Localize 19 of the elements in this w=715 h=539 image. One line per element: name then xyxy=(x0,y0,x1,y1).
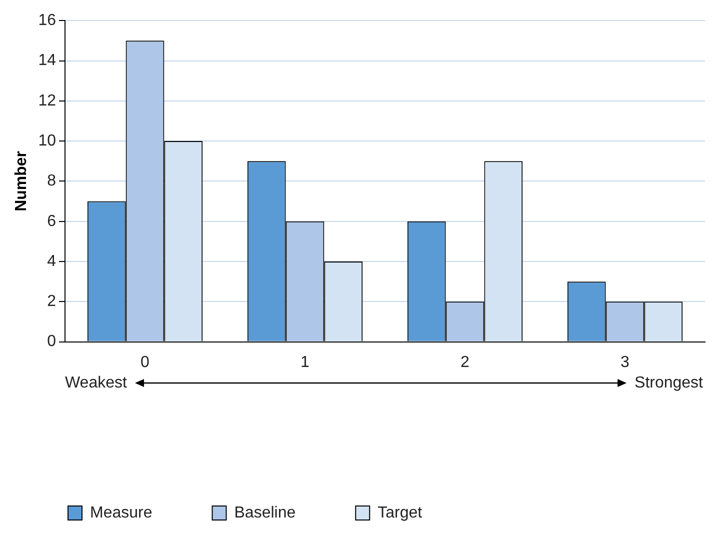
x-tick-label: 0 xyxy=(140,354,150,371)
x-tick-label: 2 xyxy=(460,354,470,371)
y-tick-label: 16 xyxy=(38,12,56,30)
y-tick-label: 4 xyxy=(47,252,56,270)
legend-label: Measure xyxy=(90,504,152,522)
y-tick-label: 10 xyxy=(38,132,56,150)
y-axis-title: Number xyxy=(13,150,30,212)
y-tick-label: 2 xyxy=(47,293,56,310)
y-tick-label: 6 xyxy=(47,212,56,230)
y-tick-label: 8 xyxy=(47,172,56,190)
y-tick-label: 12 xyxy=(38,92,56,110)
text: Weakest xyxy=(64,374,128,392)
text: Strongest xyxy=(634,374,704,392)
y-tick-label: 0 xyxy=(47,333,56,350)
legend-label: Baseline xyxy=(234,504,296,522)
x-tick-label: 3 xyxy=(620,354,630,371)
legend-label: Target xyxy=(378,504,423,522)
y-tick-label: 14 xyxy=(38,52,56,70)
x-tick-label: 1 xyxy=(300,354,310,371)
